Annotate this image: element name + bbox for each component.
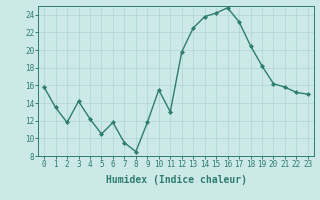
X-axis label: Humidex (Indice chaleur): Humidex (Indice chaleur) <box>106 175 246 185</box>
